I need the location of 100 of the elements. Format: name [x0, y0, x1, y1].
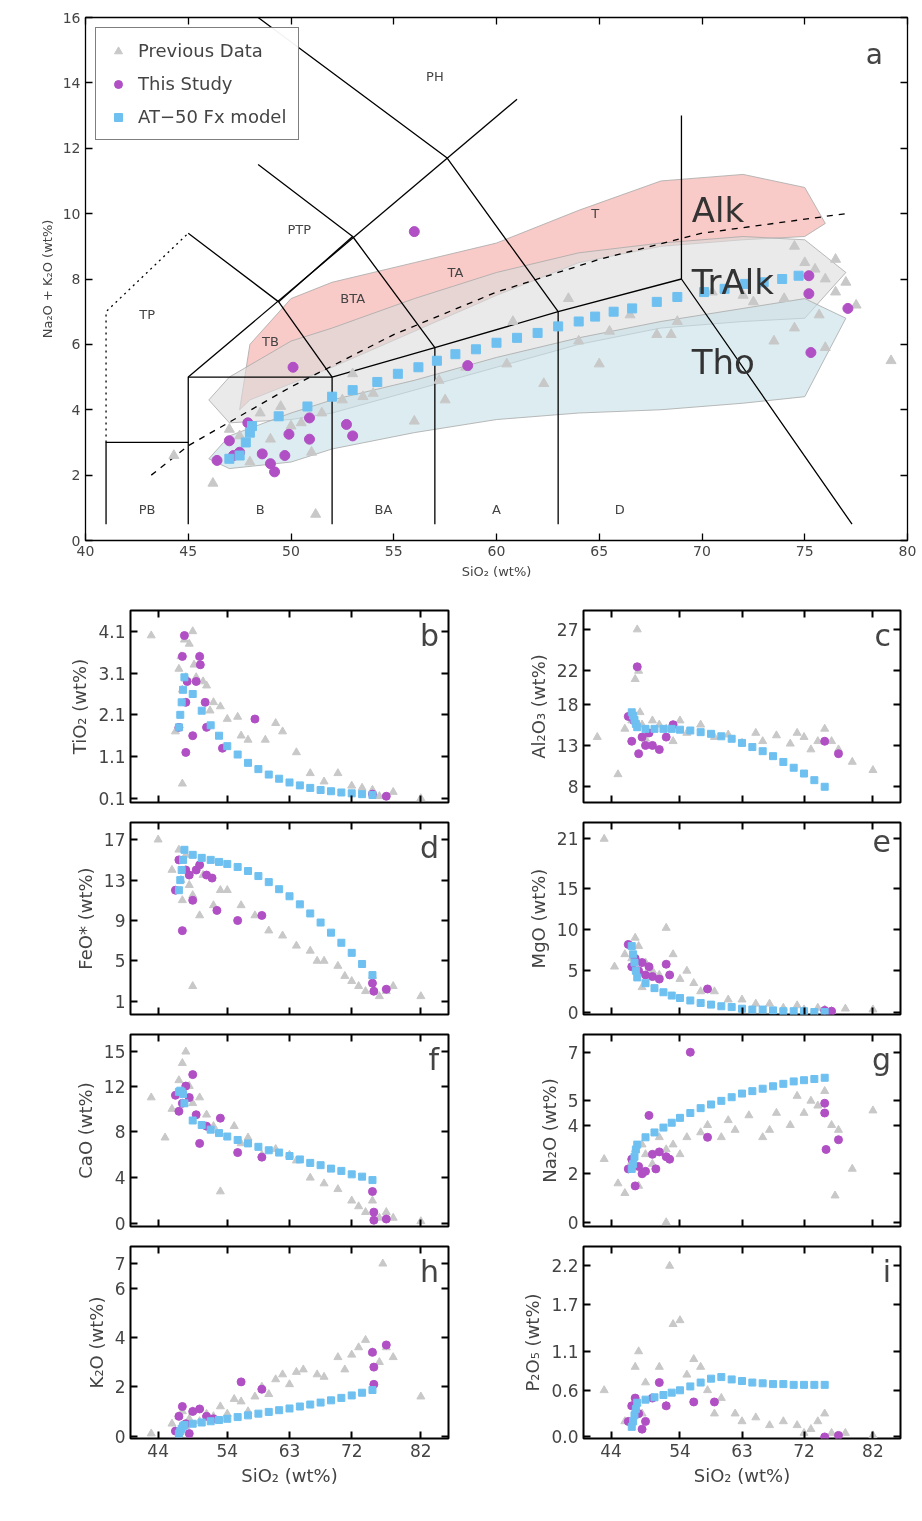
x-tick-label: 72 — [340, 1440, 363, 1461]
x-tick-label: 55 — [384, 542, 403, 559]
y-tick-label: 27 — [556, 620, 579, 641]
y-axis-title: K₂O (wt%) — [85, 1296, 107, 1389]
chart-title: c — [874, 618, 891, 654]
x-tick-label: 63 — [731, 1440, 753, 1461]
y-tick-label: 8 — [114, 1122, 126, 1143]
y-tick-label: 6 — [114, 1278, 126, 1299]
y-tick-label: 5 — [567, 1091, 579, 1112]
y-tick-label: 13 — [556, 735, 579, 756]
y-tick-label: 21 — [556, 829, 579, 850]
y-tick-label: 17 — [103, 830, 126, 851]
y-tick-label: 15 — [103, 1042, 126, 1063]
x-tick-label: 82 — [410, 1440, 432, 1461]
y-tick-label: 8 — [567, 777, 579, 798]
x-tick-label: 54 — [216, 1440, 239, 1461]
y-tick-label: 4 — [567, 1115, 579, 1136]
y-tick-label: 3.1 — [98, 663, 126, 684]
y-tick-label: 0 — [567, 1002, 579, 1023]
y-tick-label: 16 — [62, 9, 81, 26]
chart-title: f — [428, 1042, 441, 1078]
y-tick-label: 4.1 — [98, 621, 126, 642]
x-tick-label: 72 — [793, 1440, 815, 1461]
annotation: PH — [426, 68, 444, 84]
annotation: PTP — [287, 222, 312, 238]
chart-title: d — [419, 830, 439, 866]
x-tick-label: 54 — [669, 1440, 691, 1461]
y-tick-label: 12 — [62, 140, 81, 157]
y-tick-label: 0.1 — [98, 788, 126, 809]
chart-title: g — [871, 1042, 891, 1078]
y-tick-label: 14 — [62, 74, 81, 91]
y-tick-label: 0 — [114, 1426, 126, 1447]
annotation: TB — [261, 333, 279, 349]
x-tick-label: 60 — [487, 542, 506, 559]
y-tick-label: 10 — [556, 920, 579, 941]
x-tick-label: 44 — [600, 1440, 622, 1461]
x-tick-label: 45 — [179, 542, 198, 559]
y-tick-label: 18 — [556, 694, 579, 715]
y-tick-label: 2 — [114, 1377, 126, 1398]
y-axis-title: Na₂O + K₂O (wt%) — [39, 219, 55, 339]
y-tick-label: 4 — [114, 1168, 126, 1189]
annotation: D — [614, 501, 625, 517]
y-tick-label: 0 — [114, 1214, 126, 1235]
annotation: B — [255, 501, 265, 517]
legend-label: Previous Data — [138, 40, 263, 61]
y-tick-label: 6 — [71, 336, 81, 353]
annotation: BTA — [340, 291, 366, 307]
y-tick-label: 10 — [62, 205, 81, 222]
legend-label: This Study — [138, 73, 233, 94]
y-tick-label: 5 — [567, 961, 579, 982]
x-tick-label: 63 — [278, 1440, 301, 1461]
legend-label: AT−50 Fx model — [138, 106, 287, 127]
y-tick-label: 2 — [71, 467, 81, 484]
annotation: TP — [138, 307, 156, 323]
chart-title: i — [882, 1254, 891, 1290]
annotation: T — [590, 206, 600, 222]
y-tick-label: 1.7 — [551, 1295, 579, 1316]
y-axis-title: Al₂O₃ (wt%) — [527, 654, 549, 759]
y-tick-label: 7 — [114, 1254, 126, 1275]
x-tick-label: 50 — [282, 542, 300, 559]
y-tick-label: 1 — [114, 991, 126, 1012]
y-axis-title: TiO₂ (wt%) — [69, 658, 91, 756]
y-tick-label: 0 — [567, 1212, 579, 1233]
y-tick-label: 12 — [103, 1076, 126, 1097]
x-tick-label: 75 — [795, 542, 814, 559]
x-tick-label: 80 — [898, 542, 917, 559]
y-tick-label: 2 — [567, 1164, 579, 1185]
y-tick-label: 1.1 — [551, 1341, 579, 1362]
y-axis-title: FeO* (wt%) — [74, 867, 96, 970]
chart-title: h — [419, 1254, 439, 1290]
x-tick-label: 65 — [590, 542, 609, 559]
y-tick-label: 0.6 — [551, 1380, 579, 1401]
chart-title: b — [419, 618, 439, 654]
y-tick-label: 0.0 — [551, 1427, 579, 1448]
y-tick-label: 4 — [114, 1328, 126, 1349]
x-axis-title: SiO₂ (wt%) — [693, 1464, 791, 1486]
y-axis-title: P₂O₅ (wt%) — [522, 1293, 544, 1392]
text: a — [865, 38, 883, 72]
y-tick-label: 5 — [114, 951, 126, 972]
y-tick-label: 9 — [114, 911, 126, 932]
x-axis-title: SiO₂ (wt%) — [241, 1464, 338, 1486]
annotation: BA — [374, 501, 393, 517]
y-tick-label: 13 — [103, 870, 126, 891]
y-tick-label: 1.1 — [98, 747, 126, 768]
chart-title: e — [872, 824, 891, 860]
x-tick-label: 82 — [862, 1440, 884, 1461]
y-tick-label: 2.1 — [98, 705, 126, 726]
y-axis-title: CaO (wt%) — [74, 1082, 96, 1179]
y-tick-label: 15 — [556, 878, 579, 899]
annotation: A — [492, 501, 502, 517]
series-label: TrAlk — [690, 262, 775, 303]
y-tick-label: 8 — [71, 271, 81, 287]
series-label: Alk — [691, 190, 745, 231]
annotation: PB — [138, 501, 156, 517]
y-axis-title: MgO (wt%) — [527, 868, 549, 969]
y-tick-label: 22 — [556, 661, 579, 682]
x-tick-label: 44 — [147, 1440, 169, 1461]
y-axis-title: Na₂O (wt%) — [538, 1078, 560, 1183]
y-tick-label: 4 — [71, 401, 81, 418]
x-axis-title: SiO₂ (wt%) — [461, 563, 532, 579]
